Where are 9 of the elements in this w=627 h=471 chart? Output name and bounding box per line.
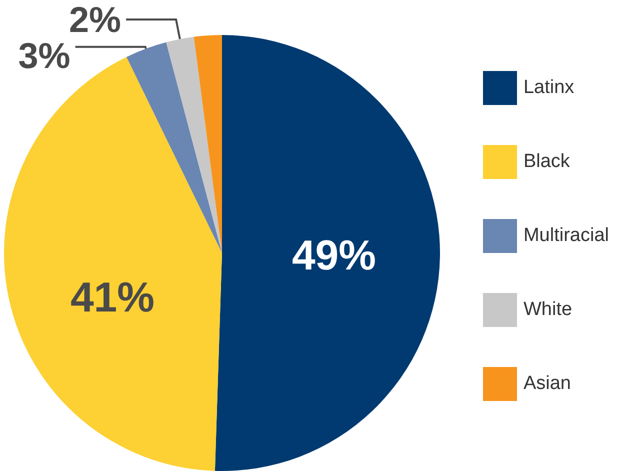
legend-label: Latinx (523, 76, 574, 98)
legend-label: White (523, 298, 572, 320)
legend-label: Black (523, 150, 570, 172)
legend-label: Multiracial (523, 224, 609, 246)
data-label: 49% (292, 231, 376, 278)
data-label: 2% (69, 0, 122, 40)
data-label: 41% (70, 273, 155, 320)
data-label: 3% (18, 34, 70, 76)
legend-label: Asian (523, 372, 571, 394)
